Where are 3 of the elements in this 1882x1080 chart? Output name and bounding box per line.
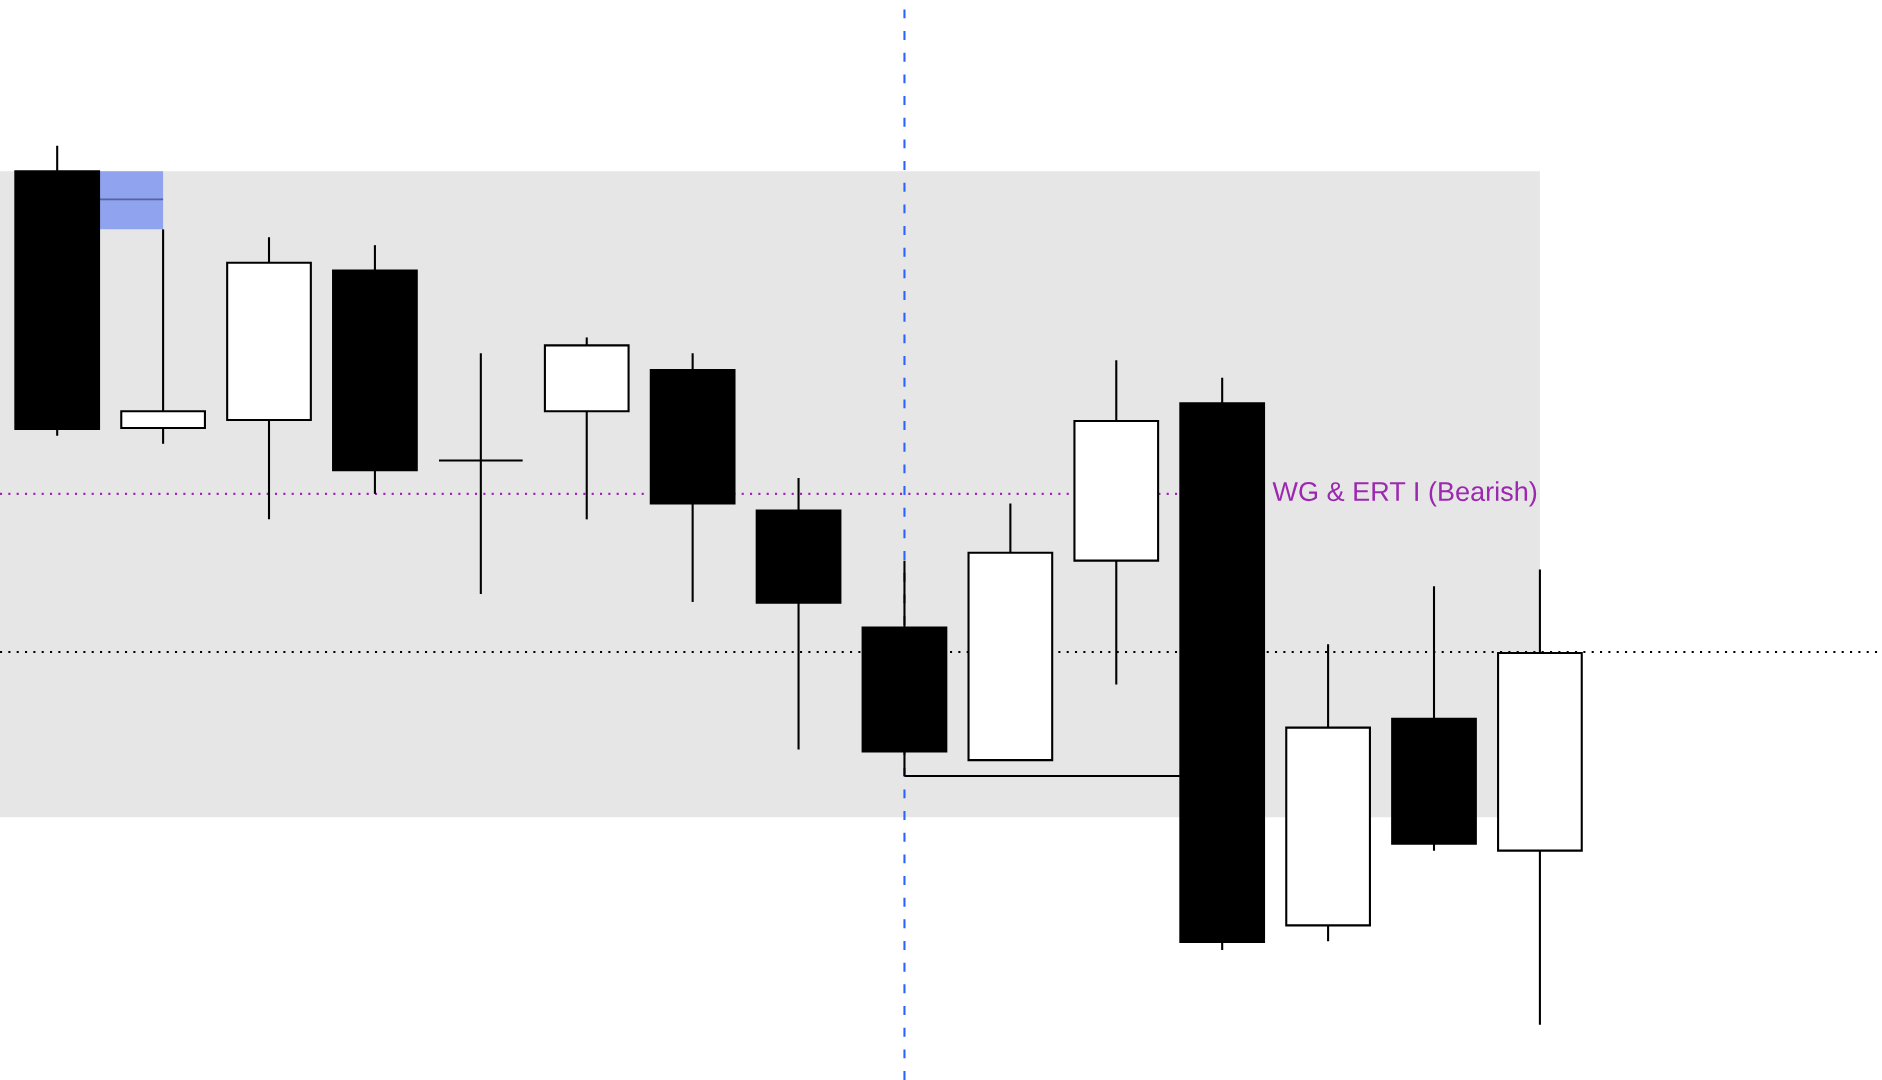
candlestick <box>437 352 524 596</box>
ref-line-label: WG & ERT I (Bearish) <box>1272 481 1537 507</box>
candlestick <box>120 228 206 445</box>
